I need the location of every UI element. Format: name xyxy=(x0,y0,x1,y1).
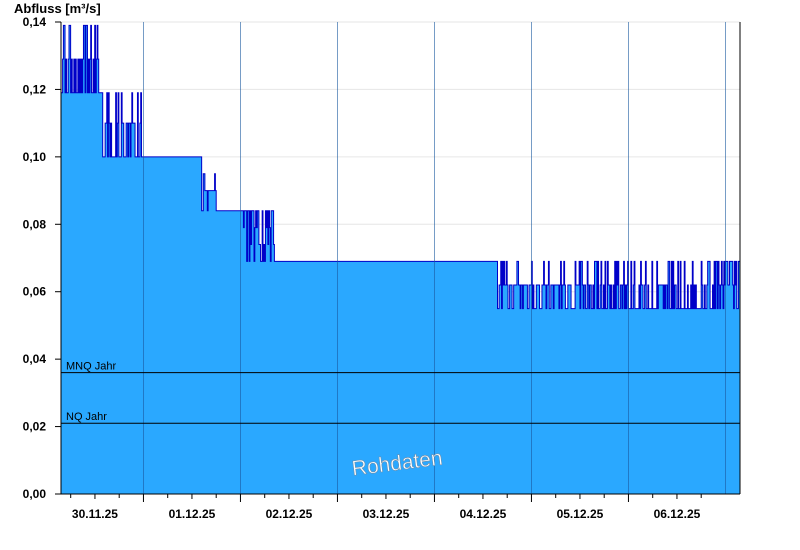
x-tick-label: 05.12.25 xyxy=(557,507,604,521)
x-tick-label: 03.12.25 xyxy=(363,507,410,521)
x-tick-label: 06.12.25 xyxy=(654,507,701,521)
discharge-fill xyxy=(61,25,740,494)
x-tick-label: 02.12.25 xyxy=(266,507,313,521)
y-axis-label: Abfluss [m³/s] xyxy=(14,1,101,16)
reference-lines: MNQ Jahr NQ Jahr xyxy=(61,361,740,424)
reference-line-label: MNQ Jahr xyxy=(66,361,116,373)
axes xyxy=(55,21,741,502)
y-tick-label: 0,08 xyxy=(23,217,47,231)
day-separators xyxy=(143,22,726,494)
y-tick-label: 0,04 xyxy=(23,352,47,366)
y-tick-label: 0,06 xyxy=(23,285,47,299)
reference-line-label: NQ Jahr xyxy=(66,411,107,423)
y-tick-label: 0,10 xyxy=(23,150,47,164)
y-tick-label: 0,14 xyxy=(23,15,47,29)
y-tick-labels: 0,00 0,02 0,04 0,06 0,08 0,10 0,12 0,14 xyxy=(23,15,47,501)
x-tick-labels: 30.11.25 01.12.25 02.12.25 03.12.25 04.12.25… xyxy=(72,507,701,521)
discharge-area xyxy=(61,24,740,494)
discharge-line xyxy=(61,24,740,310)
x-tick-label: 30.11.25 xyxy=(72,507,118,521)
y-tick-label: 0,02 xyxy=(23,420,47,434)
y-tick-label: 0,12 xyxy=(23,82,47,96)
x-tick-label: 04.12.25 xyxy=(460,507,507,521)
y-tick-label: 0,00 xyxy=(23,487,47,501)
x-tick-label: 01.12.25 xyxy=(169,507,216,521)
